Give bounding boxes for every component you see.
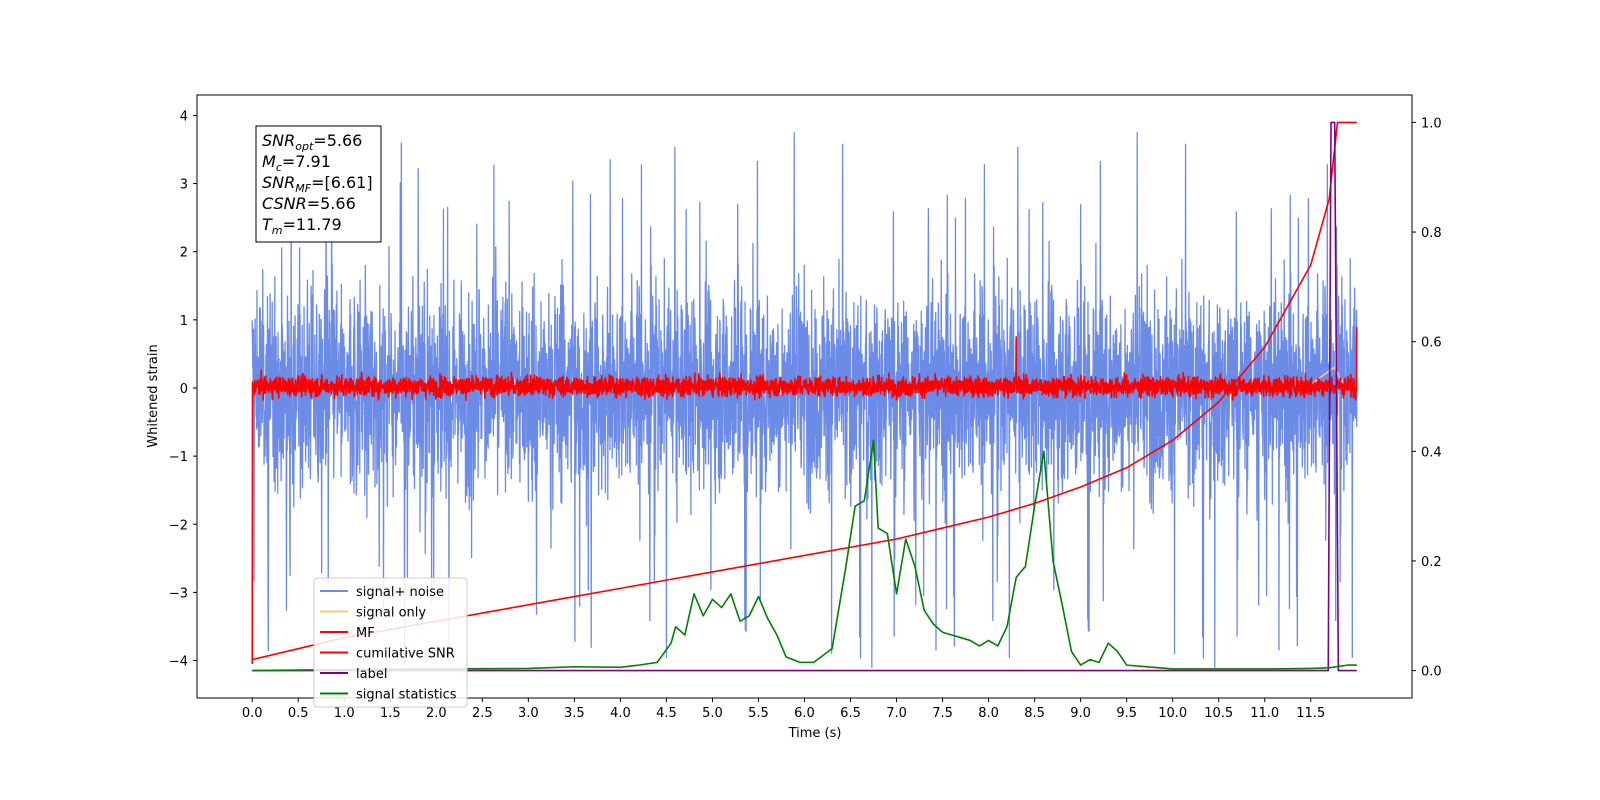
y-tick-label: −4 (169, 655, 188, 670)
y-tick-label: −1 (169, 450, 188, 465)
annotation-line: SNRMF=[6.61] (262, 173, 373, 195)
y2-tick-label: 0.4 (1421, 445, 1442, 460)
x-tick-label: 4.0 (610, 706, 631, 721)
legend: signal+ noise signal only MF cumilative SNR… (313, 577, 468, 708)
series-line-signal-noise (251, 132, 1358, 669)
legend-frame (313, 577, 468, 708)
legend-label: MF (356, 626, 375, 641)
x-tick-label: 8.0 (978, 706, 999, 721)
x-tick-label: 8.5 (1024, 706, 1045, 721)
x-tick-label: 6.5 (840, 706, 861, 721)
annotation-line: CSNR=5.66 (262, 194, 356, 213)
y-tick-label: −2 (169, 518, 188, 533)
y-axis-label: Whitened strain (146, 344, 161, 447)
series-line-mf (251, 326, 1358, 664)
annotation-frame (255, 125, 382, 243)
x-tick-label: 2.5 (472, 706, 493, 721)
annotation-line: SNRopt=5.66 (262, 131, 362, 153)
annotation-line: Mc=7.91 (262, 152, 331, 174)
x-tick-label: 4.5 (656, 706, 677, 721)
y-tick-label: 3 (180, 178, 188, 193)
x-tick-label: 3.0 (518, 706, 539, 721)
x-tick-label: 2.0 (426, 706, 447, 721)
legend-label: signal+ noise (356, 585, 444, 600)
annotation-line: Tm=11.79 (262, 215, 342, 237)
x-axis: 0.0 0.5 1.0 1.5 2.0 2.5 3.0 3.5 4.0 4.5 5.0 5.5 6.0 6… (242, 698, 1325, 721)
x-tick-label: 5.0 (702, 706, 723, 721)
x-tick-label: 11.0 (1250, 706, 1279, 721)
legend-label: signal only (356, 606, 426, 621)
series-line-label (252, 121, 1357, 672)
x-tick-label: 1.0 (334, 706, 355, 721)
x-tick-label: 7.0 (886, 706, 907, 721)
x-tick-label: 0.5 (288, 706, 309, 721)
y2-tick-label: 0.8 (1421, 226, 1442, 241)
x-tick-label: 5.5 (748, 706, 769, 721)
x-tick-label: 3.5 (564, 706, 585, 721)
x-tick-label: 11.5 (1296, 706, 1325, 721)
y-tick-label: −3 (169, 586, 188, 601)
x-tick-label: 0.0 (242, 706, 263, 721)
y-tick-label: 1 (180, 314, 188, 329)
x-tick-label: 10.0 (1158, 706, 1187, 721)
y-tick-label: 4 (180, 109, 188, 124)
x-tick-label: 6.0 (794, 706, 815, 721)
y-axis-left: 4 3 2 1 0 −1 −2 −3 −4 (169, 109, 197, 670)
legend-label: cumilative SNR (356, 647, 455, 662)
y-tick-label: 2 (180, 246, 188, 261)
x-tick-label: 10.5 (1204, 706, 1233, 721)
x-tick-label: 9.0 (1070, 706, 1091, 721)
x-tick-label: 7.5 (932, 706, 953, 721)
legend-label: signal statistics (356, 688, 457, 703)
y-tick-label: 0 (180, 382, 188, 397)
y-axis-right: 1.0 0.8 0.6 0.4 0.2 0.0 (1412, 116, 1442, 680)
legend-label: label (356, 667, 387, 682)
x-tick-label: 9.5 (1116, 706, 1137, 721)
y2-tick-label: 1.0 (1421, 116, 1442, 131)
series-line-signal-statistics (252, 439, 1357, 672)
x-tick-label: 1.5 (380, 706, 401, 721)
y2-tick-label: 0.0 (1421, 665, 1442, 680)
x-axis-label: Time (s) (788, 726, 842, 741)
y2-tick-label: 0.2 (1421, 555, 1442, 570)
y2-tick-label: 0.6 (1421, 336, 1442, 351)
